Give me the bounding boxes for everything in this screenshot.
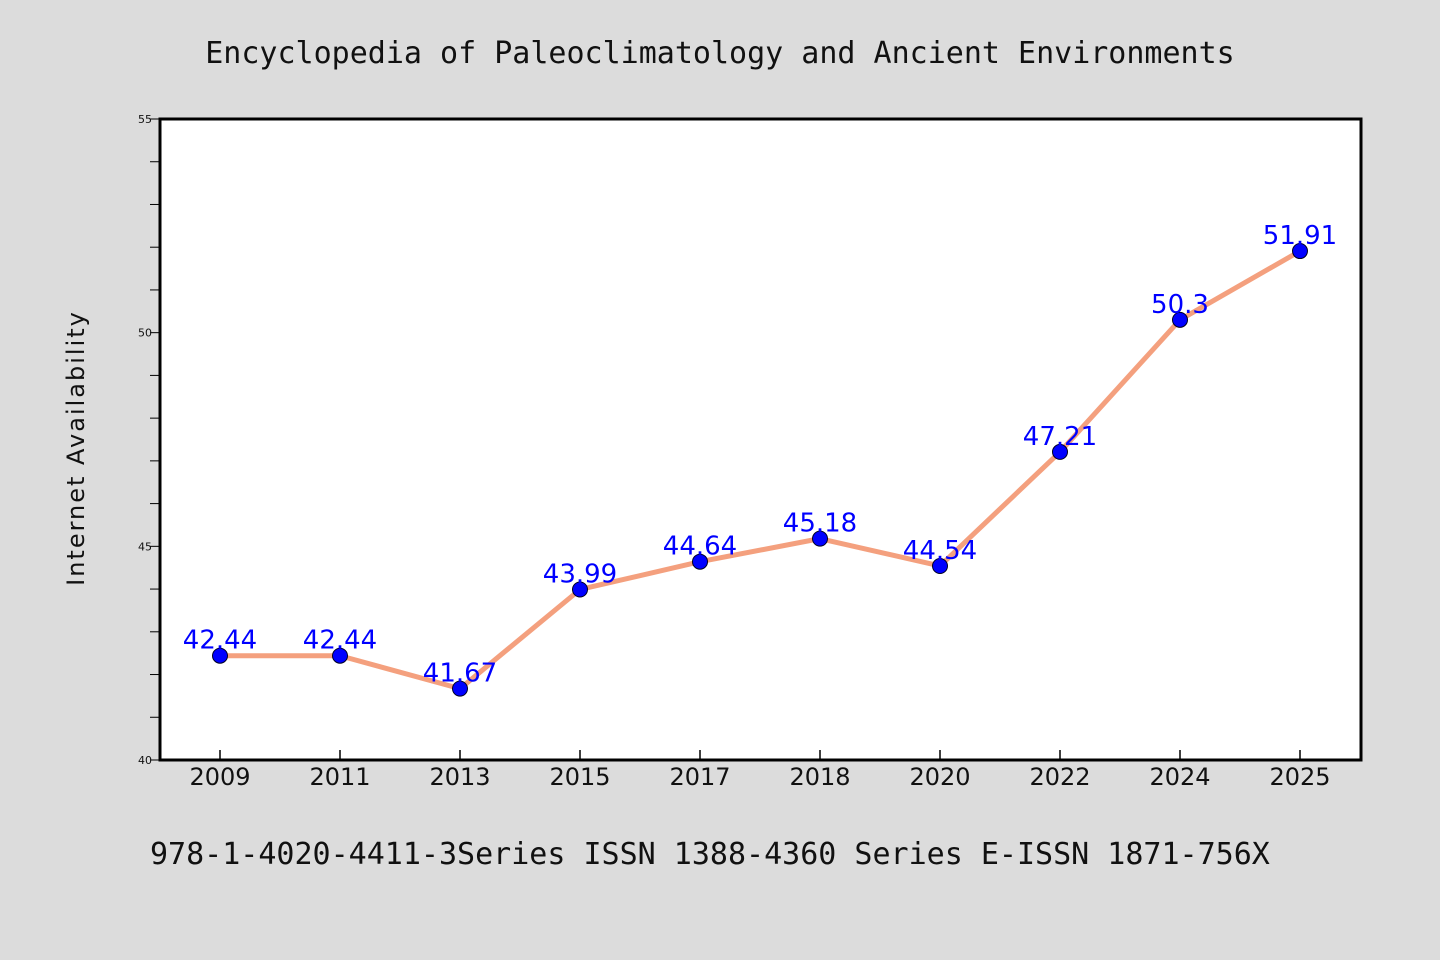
data-label: 41.67 — [423, 659, 497, 689]
data-markers — [212, 243, 1308, 697]
data-labels: 42.44 42.44 41.67 43.99 44.64 45.18 44.54 47.21… — [183, 221, 1337, 689]
data-label: 47.21 — [1023, 422, 1097, 452]
x-tick-label: 2024 — [1149, 763, 1210, 791]
plot-area — [158, 117, 1363, 762]
chart-title: Encyclopedia of Paleoclimatology and Anc… — [205, 36, 1235, 71]
x-tick-label: 2025 — [1269, 763, 1330, 791]
data-label: 45.18 — [783, 509, 857, 539]
chart-subtitle: 978-1-4020-4411-3Series ISSN 1388-4360 S… — [150, 837, 1270, 872]
y-axis-label: Internet Availability — [62, 310, 90, 586]
data-label: 43.99 — [543, 559, 617, 589]
y-tick-label: 45 — [138, 540, 152, 553]
x-tick-label: 2011 — [309, 763, 370, 791]
x-axis: 2009 2011 2013 2015 2017 2018 2020 2022 2024 2025 — [189, 750, 1331, 791]
x-tick-label: 2022 — [1029, 763, 1090, 791]
data-label: 50.3 — [1151, 290, 1209, 320]
data-label: 42.44 — [303, 626, 377, 656]
y-minor-ticks — [150, 161, 160, 718]
x-tick-label: 2017 — [669, 763, 730, 791]
x-tick-label: 2015 — [549, 763, 610, 791]
data-point — [452, 680, 468, 697]
x-tick-label: 2013 — [429, 763, 490, 791]
data-label: 42.44 — [183, 626, 257, 656]
data-point — [812, 530, 828, 547]
data-point — [332, 647, 348, 664]
x-tick-label: 2018 — [789, 763, 850, 791]
y-tick-label: 55 — [138, 113, 152, 126]
y-tick-label: 50 — [138, 327, 152, 340]
data-label: 51.91 — [1263, 221, 1337, 251]
data-point — [692, 553, 708, 570]
data-point — [1292, 243, 1308, 260]
data-point — [1052, 443, 1068, 460]
y-tick-label: 40 — [138, 754, 152, 767]
data-point — [1172, 311, 1188, 328]
data-point — [932, 557, 948, 574]
x-tick-label: 2009 — [189, 763, 250, 791]
x-tick-label: 2020 — [909, 763, 970, 791]
data-label: 44.54 — [903, 536, 977, 566]
data-point — [572, 581, 588, 598]
data-label: 44.64 — [663, 532, 737, 562]
y-axis: 40 45 50 55 — [138, 113, 160, 767]
data-point — [212, 647, 228, 664]
series-line — [217, 248, 1303, 692]
